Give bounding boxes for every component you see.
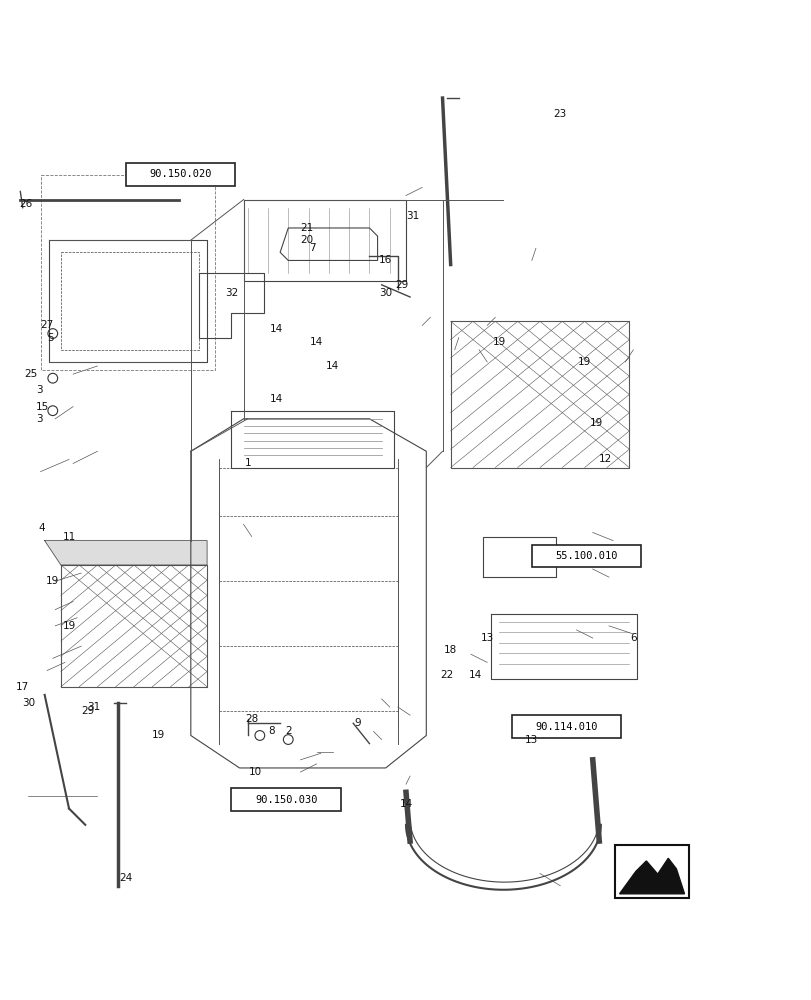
- Text: 21: 21: [300, 223, 313, 233]
- Text: 19: 19: [590, 418, 603, 428]
- Text: 32: 32: [225, 288, 238, 298]
- Text: 19: 19: [152, 730, 165, 740]
- Text: 2: 2: [285, 726, 291, 736]
- Text: 55.100.010: 55.100.010: [555, 551, 617, 561]
- Text: 25: 25: [24, 369, 37, 379]
- Text: 14: 14: [326, 361, 339, 371]
- Text: 30: 30: [379, 288, 392, 298]
- Text: 20: 20: [300, 235, 313, 245]
- Text: 3: 3: [36, 385, 42, 395]
- Text: 15: 15: [36, 402, 49, 412]
- Text: 31: 31: [87, 702, 100, 712]
- Text: 28: 28: [245, 714, 258, 724]
- Text: 30: 30: [22, 698, 35, 708]
- Text: 90.114.010: 90.114.010: [534, 722, 597, 732]
- Text: 14: 14: [269, 393, 282, 403]
- Text: 14: 14: [468, 670, 481, 680]
- Text: 8: 8: [268, 726, 275, 736]
- Text: 17: 17: [16, 682, 29, 692]
- Text: 6: 6: [629, 633, 636, 643]
- Text: 27: 27: [41, 320, 54, 330]
- Text: 24: 24: [119, 873, 132, 883]
- FancyBboxPatch shape: [231, 788, 341, 811]
- Text: 23: 23: [553, 109, 566, 119]
- Text: 5: 5: [47, 333, 54, 343]
- Text: 10: 10: [249, 767, 262, 777]
- FancyBboxPatch shape: [511, 715, 620, 738]
- Text: 19: 19: [492, 337, 505, 347]
- Polygon shape: [619, 858, 684, 894]
- Text: 19: 19: [577, 357, 590, 367]
- Text: 29: 29: [395, 280, 408, 290]
- Bar: [615, 845, 688, 898]
- Text: 22: 22: [440, 670, 453, 680]
- FancyBboxPatch shape: [126, 163, 235, 186]
- Text: 26: 26: [19, 199, 32, 209]
- Text: 14: 14: [310, 337, 323, 347]
- Text: 90.150.020: 90.150.020: [149, 169, 212, 179]
- Text: 11: 11: [62, 532, 75, 542]
- Text: 19: 19: [46, 576, 59, 586]
- Text: 90.150.030: 90.150.030: [255, 795, 317, 805]
- Text: 31: 31: [406, 211, 418, 221]
- Text: 7: 7: [309, 243, 315, 253]
- Text: 9: 9: [354, 718, 360, 728]
- Text: 14: 14: [399, 799, 412, 809]
- Text: 18: 18: [444, 645, 457, 655]
- Text: 1: 1: [244, 458, 251, 468]
- Text: 13: 13: [480, 633, 493, 643]
- Text: 29: 29: [81, 706, 94, 716]
- Text: 12: 12: [598, 454, 611, 464]
- Text: 14: 14: [269, 324, 282, 334]
- Text: 16: 16: [379, 255, 392, 265]
- Text: 3: 3: [36, 414, 42, 424]
- FancyBboxPatch shape: [531, 545, 641, 567]
- Text: 13: 13: [525, 735, 538, 745]
- Text: 19: 19: [62, 621, 75, 631]
- Polygon shape: [45, 541, 207, 565]
- Text: 4: 4: [39, 523, 45, 533]
